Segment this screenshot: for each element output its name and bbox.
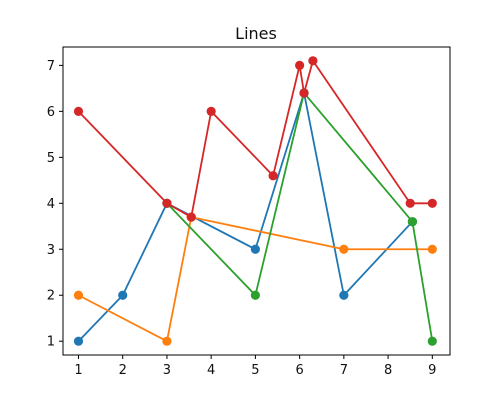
plot-area xyxy=(63,47,450,355)
y-tick-label-6: 6 xyxy=(47,105,55,120)
series-1-point-6 xyxy=(339,290,349,300)
series-4-point-2 xyxy=(162,198,172,208)
series-3-point-4 xyxy=(407,217,418,227)
y-tick-label-7: 7 xyxy=(47,59,55,74)
plot-background xyxy=(63,47,450,355)
y-tick-label-5: 5 xyxy=(47,151,55,166)
series-1-point-1 xyxy=(73,336,84,346)
series-2-point-5 xyxy=(427,244,437,254)
series-4-point-10 xyxy=(427,198,437,208)
series-3-point-5 xyxy=(427,336,437,346)
y-tick-label-3: 3 xyxy=(47,243,55,258)
x-tick-label-3: 3 xyxy=(163,363,171,378)
series-4-point-8 xyxy=(308,56,318,66)
series-2-point-1 xyxy=(73,290,84,300)
series-2-point-2 xyxy=(162,336,172,346)
x-tick-label-2: 2 xyxy=(119,363,127,378)
axes-frame xyxy=(62,46,451,356)
series-4-point-5 xyxy=(268,171,278,181)
y-tick-label-4: 4 xyxy=(47,197,55,212)
series-4-point-4 xyxy=(206,106,216,116)
series-layer xyxy=(73,56,437,346)
series-4-point-1 xyxy=(73,106,84,116)
x-tick-label-4: 4 xyxy=(207,363,215,378)
series-3-point-2 xyxy=(250,290,260,300)
chart-title: Lines xyxy=(235,24,277,43)
series-line-4 xyxy=(77,59,434,218)
series-1-point-2 xyxy=(118,290,128,300)
series-1-point-4 xyxy=(250,244,260,254)
x-tick-label-1: 1 xyxy=(74,363,82,378)
y-tick-label-1: 1 xyxy=(47,335,55,350)
x-tick-label-9: 9 xyxy=(428,363,436,378)
series-4-point-7 xyxy=(299,88,309,98)
x-tick-label-6: 6 xyxy=(295,363,303,378)
series-2-point-4 xyxy=(339,244,349,254)
x-tick-label-8: 8 xyxy=(384,363,392,378)
series-4-point-3 xyxy=(186,212,196,222)
x-tick-label-5: 5 xyxy=(251,363,259,378)
x-tick-label-7: 7 xyxy=(340,363,348,378)
axes-layer: 1 2 3 4 5 6 7 8 9 1 2 3 4 5 6 7 xyxy=(47,46,451,378)
series-4-point-6 xyxy=(295,60,305,70)
y-tick-label-2: 2 xyxy=(47,289,55,304)
series-4-point-9 xyxy=(405,198,415,208)
